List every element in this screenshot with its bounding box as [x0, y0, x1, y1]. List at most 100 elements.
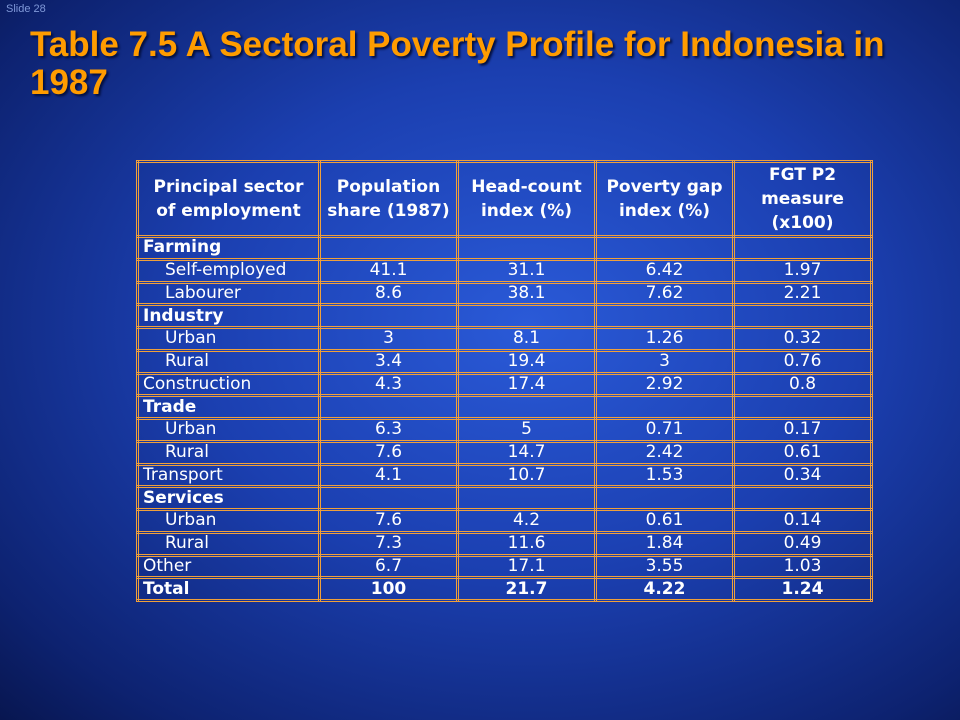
value-cell: 0.76 [732, 348, 873, 375]
value-cell: 0.71 [594, 417, 735, 443]
table-row: Rural 3.4 19.4 3 0.76 [136, 348, 873, 375]
value-cell: 4.3 [318, 371, 459, 398]
empty-cell [456, 303, 597, 329]
value-cell: 1.26 [594, 326, 735, 352]
value-cell: 4.1 [318, 462, 459, 489]
value-cell: 4.22 [594, 576, 735, 602]
value-cell: 0.32 [732, 326, 873, 352]
value-cell: 0.61 [732, 439, 873, 466]
value-cell: 6.3 [318, 417, 459, 443]
row-label: Transport [136, 462, 321, 489]
row-label: Self-employed [136, 257, 321, 284]
section-label: Services [136, 485, 321, 511]
value-cell: 1.84 [594, 530, 735, 557]
value-cell: 0.17 [732, 417, 873, 443]
value-cell: 1.97 [732, 257, 873, 284]
empty-cell [456, 485, 597, 511]
slide-label: Slide 28 [6, 3, 46, 15]
row-label: Other [136, 553, 321, 580]
row-label: Rural [136, 530, 321, 557]
table-body: Farming Self-employed 41.1 31.1 6.42 1.97 Labo… [136, 235, 873, 602]
row-label: Total [136, 576, 321, 602]
header-cell: Poverty gap index (%) [594, 160, 735, 238]
value-cell: 17.1 [456, 553, 597, 580]
empty-cell [456, 235, 597, 261]
value-cell: 14.7 [456, 439, 597, 466]
value-cell: 31.1 [456, 257, 597, 284]
value-cell: 1.24 [732, 576, 873, 602]
value-cell: 7.6 [318, 508, 459, 534]
value-cell: 8.1 [456, 326, 597, 352]
value-cell: 2.42 [594, 439, 735, 466]
value-cell: 2.21 [732, 280, 873, 307]
row-label: Rural [136, 439, 321, 466]
table-row: Rural 7.6 14.7 2.42 0.61 [136, 439, 873, 466]
value-cell: 4.2 [456, 508, 597, 534]
empty-cell [456, 394, 597, 420]
row-label: Urban [136, 326, 321, 352]
table-row: Self-employed 41.1 31.1 6.42 1.97 [136, 257, 873, 284]
empty-cell [318, 235, 459, 261]
section-row: Trade [136, 394, 873, 420]
poverty-table: Principal sector of employment Population… [136, 160, 873, 602]
empty-cell [318, 303, 459, 329]
header-cell: Head-count index (%) [456, 160, 597, 238]
empty-cell [594, 235, 735, 261]
value-cell: 3.4 [318, 348, 459, 375]
row-label: Rural [136, 348, 321, 375]
value-cell: 1.03 [732, 553, 873, 580]
value-cell: 7.6 [318, 439, 459, 466]
value-cell: 3.55 [594, 553, 735, 580]
table-row: Construction 4.3 17.4 2.92 0.8 [136, 371, 873, 398]
value-cell: 6.7 [318, 553, 459, 580]
table-row: Urban 6.3 5 0.71 0.17 [136, 417, 873, 443]
empty-cell [594, 303, 735, 329]
value-cell: 7.62 [594, 280, 735, 307]
value-cell: 0.14 [732, 508, 873, 534]
value-cell: 0.61 [594, 508, 735, 534]
table-row: Rural 7.3 11.6 1.84 0.49 [136, 530, 873, 557]
value-cell: 10.7 [456, 462, 597, 489]
value-cell: 3 [594, 348, 735, 375]
section-row: Services [136, 485, 873, 511]
header-row: Principal sector of employment Population… [136, 160, 873, 238]
row-label: Urban [136, 417, 321, 443]
row-label: Urban [136, 508, 321, 534]
value-cell: 8.6 [318, 280, 459, 307]
table-row: Urban 7.6 4.2 0.61 0.14 [136, 508, 873, 534]
empty-cell [594, 485, 735, 511]
table-row: Urban 3 8.1 1.26 0.32 [136, 326, 873, 352]
section-row: Industry [136, 303, 873, 329]
empty-cell [594, 394, 735, 420]
table-header: Principal sector of employment Population… [136, 160, 873, 238]
section-label: Trade [136, 394, 321, 420]
value-cell: 21.7 [456, 576, 597, 602]
table-row: Transport 4.1 10.7 1.53 0.34 [136, 462, 873, 489]
table-row: Total 100 21.7 4.22 1.24 [136, 576, 873, 602]
row-label: Labourer [136, 280, 321, 307]
slide-title: Table 7.5 A Sectoral Poverty Profile for… [30, 25, 885, 102]
empty-cell [732, 394, 873, 420]
value-cell: 19.4 [456, 348, 597, 375]
value-cell: 41.1 [318, 257, 459, 284]
table-row: Other 6.7 17.1 3.55 1.03 [136, 553, 873, 580]
empty-cell [732, 485, 873, 511]
value-cell: 5 [456, 417, 597, 443]
section-label: Farming [136, 235, 321, 261]
value-cell: 6.42 [594, 257, 735, 284]
value-cell: 100 [318, 576, 459, 602]
value-cell: 2.92 [594, 371, 735, 398]
row-label: Construction [136, 371, 321, 398]
value-cell: 0.49 [732, 530, 873, 557]
value-cell: 3 [318, 326, 459, 352]
empty-cell [732, 235, 873, 261]
section-label: Industry [136, 303, 321, 329]
value-cell: 11.6 [456, 530, 597, 557]
value-cell: 17.4 [456, 371, 597, 398]
empty-cell [318, 485, 459, 511]
empty-cell [318, 394, 459, 420]
value-cell: 7.3 [318, 530, 459, 557]
table-row: Labourer 8.6 38.1 7.62 2.21 [136, 280, 873, 307]
value-cell: 38.1 [456, 280, 597, 307]
